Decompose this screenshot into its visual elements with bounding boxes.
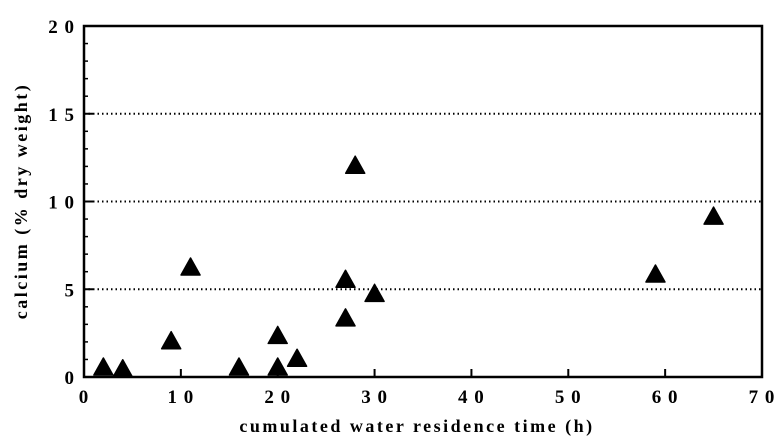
data-point <box>365 284 384 301</box>
data-point <box>268 358 287 375</box>
x-tick-label: 5 0 <box>555 387 582 408</box>
y-axis-title: calcium (% dry weight) <box>11 83 32 319</box>
x-tick-label: 7 0 <box>749 387 776 408</box>
data-point <box>336 270 355 287</box>
grid-lines <box>84 114 762 290</box>
x-tick-label: 1 0 <box>167 387 194 408</box>
data-point <box>646 265 665 282</box>
data-point <box>268 326 287 343</box>
x-tick-label: 4 0 <box>458 387 485 408</box>
y-tick-label: 1 5 <box>48 105 75 126</box>
x-tick-label: 3 0 <box>361 387 388 408</box>
data-point <box>162 332 181 349</box>
data-point <box>94 358 113 375</box>
data-point <box>704 207 723 224</box>
data-point <box>181 258 200 275</box>
tick-labels: 0 1 0 2 0 3 0 4 0 5 0 6 0 7 0 0 5 1 0 1 5 2 0 <box>48 17 775 408</box>
data-point <box>229 358 248 375</box>
y-tick-label: 2 0 <box>48 17 75 38</box>
data-points <box>94 156 723 377</box>
x-tick-label: 2 0 <box>264 387 291 408</box>
y-tick-label: 1 0 <box>48 193 75 214</box>
x-tick-label: 0 <box>79 387 90 408</box>
y-tick-label: 5 <box>65 280 76 301</box>
data-point <box>288 349 307 366</box>
data-point <box>336 309 355 326</box>
x-axis-title: cumulated water residence time (h) <box>239 416 594 436</box>
data-point <box>346 156 365 173</box>
x-tick-label: 6 0 <box>652 387 679 408</box>
y-tick-label: 0 <box>65 368 76 389</box>
data-point <box>113 360 132 377</box>
